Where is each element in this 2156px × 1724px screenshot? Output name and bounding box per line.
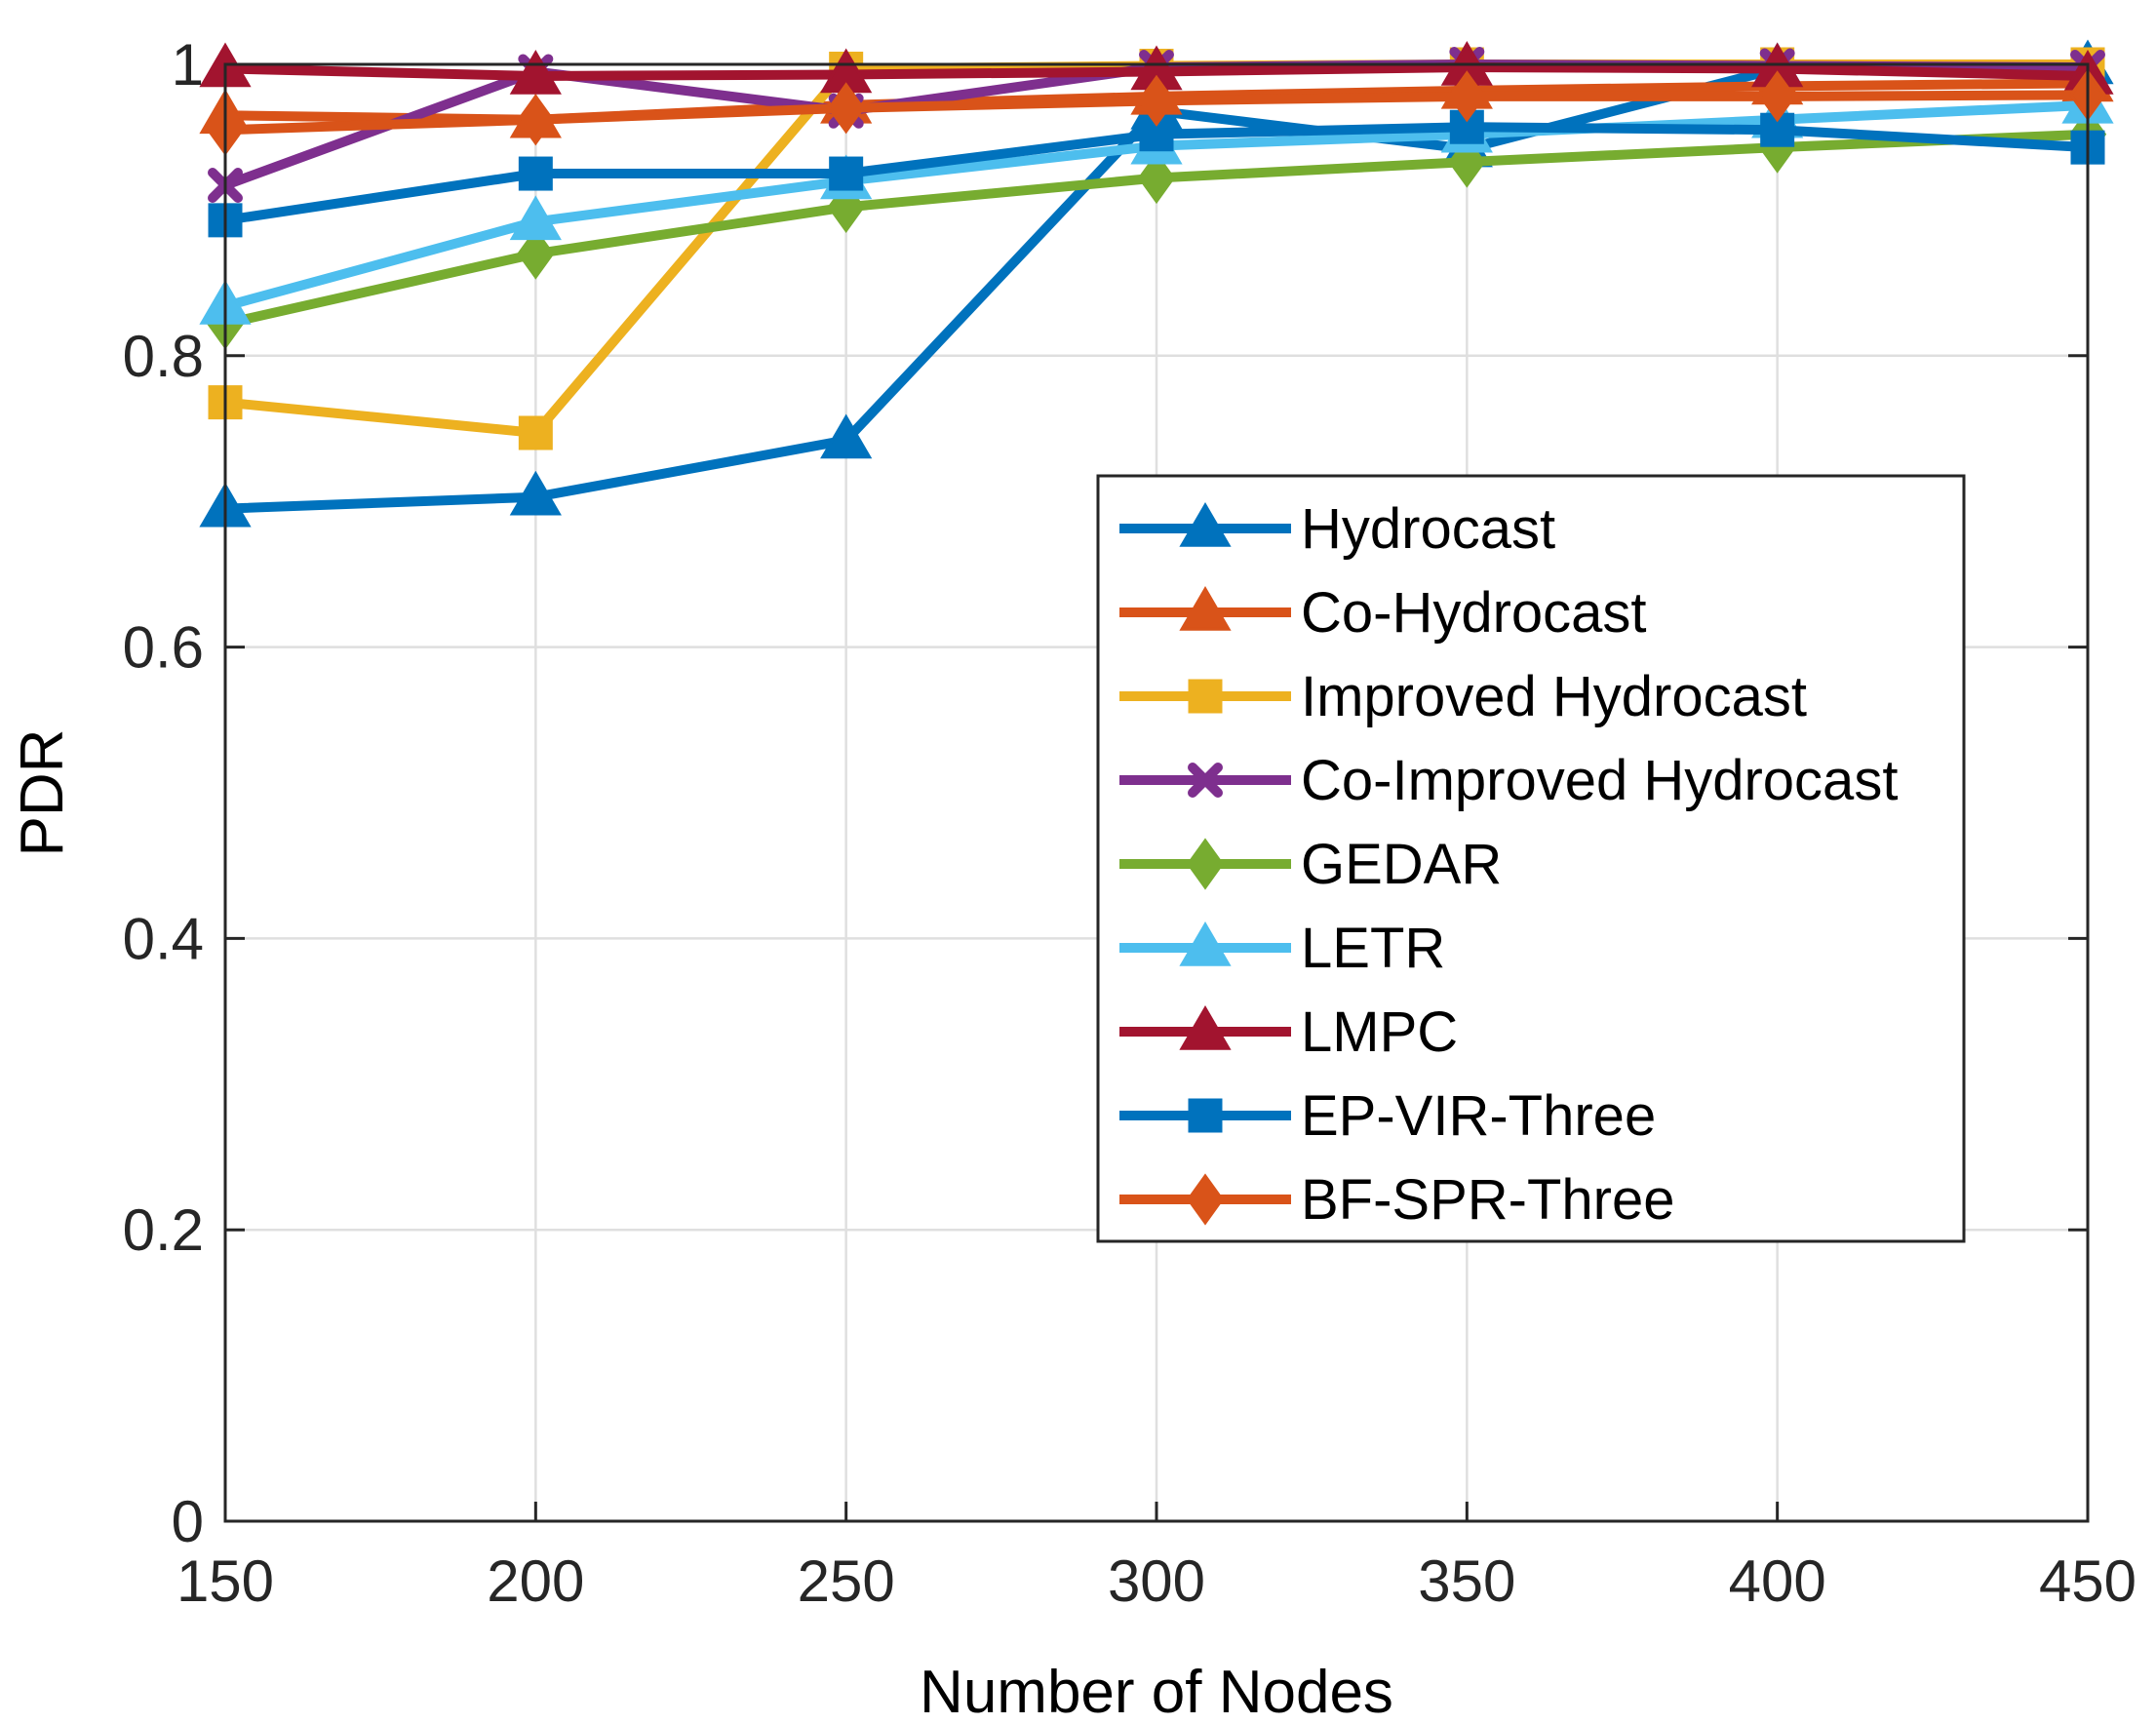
y-tick-label: 0: [172, 1489, 204, 1554]
tick-labels: 150 200 250 300 350 400 450 0 0.2 0.4 0.6 0.8 1: [123, 32, 2136, 1614]
legend-marker: [1179, 921, 1232, 966]
x-tick-label: 200: [487, 1548, 584, 1614]
x-tick-label: 250: [798, 1548, 895, 1614]
legend-label: Co-Hydrocast: [1301, 581, 1647, 645]
data-point-gedar: [517, 227, 555, 280]
x-tick-label: 350: [1418, 1548, 1515, 1614]
y-tick-label: 0.2: [123, 1197, 204, 1263]
legend-entry-letr: LETR: [1119, 917, 1445, 980]
data-point-letr: [509, 195, 562, 241]
data-point-ep-vir-three: [829, 156, 864, 191]
legend-entry-ep-vir-three: EP-VIR-Three: [1119, 1084, 1656, 1148]
legend-entry-gedar: GEDAR: [1119, 833, 1502, 896]
data-point-hydrocast: [509, 470, 562, 516]
data-point-bf-spr-three: [1448, 70, 1486, 123]
legend-entry-lmpc: LMPC: [1119, 1000, 1458, 1064]
legend-entry-co-improved-hydrocast: Co-Improved Hydrocast: [1119, 749, 1898, 812]
data-point-bf-spr-three: [1758, 70, 1796, 123]
y-tick-label: 0.6: [123, 615, 204, 681]
legend-label: Hydrocast: [1301, 497, 1555, 561]
legend-entry-hydrocast: Hydrocast: [1119, 497, 1555, 561]
y-tick-label: 0.8: [123, 324, 204, 389]
x-tick-label: 400: [1729, 1548, 1826, 1614]
legend-entry-improved-hydrocast: Improved Hydrocast: [1119, 665, 1807, 728]
legend-label: EP-VIR-Three: [1301, 1084, 1656, 1148]
y-tick-label: 0.4: [123, 906, 204, 971]
x-tick-label: 150: [176, 1548, 274, 1614]
axes-box: [223, 62, 2090, 1523]
legend-marker: [1188, 679, 1223, 714]
legend-marker: [1186, 1173, 1225, 1226]
legend-label: LETR: [1301, 917, 1445, 980]
legend-label: LMPC: [1301, 1000, 1458, 1064]
legend-label: Co-Improved Hydrocast: [1301, 749, 1898, 812]
legend-marker: [1179, 586, 1232, 631]
legend-marker: [1186, 838, 1225, 890]
data-point-bf-spr-three: [827, 82, 865, 135]
data-point-bf-spr-three: [517, 94, 555, 146]
x-tick-label: 450: [2039, 1548, 2136, 1614]
legend-label: Improved Hydrocast: [1301, 665, 1807, 728]
legend-marker: [1179, 502, 1232, 547]
legend-marker: [1179, 1005, 1232, 1050]
x-tick-label: 300: [1108, 1548, 1205, 1614]
legend-label: GEDAR: [1301, 833, 1502, 896]
y-axis-title: PDR: [9, 729, 76, 857]
data-point-lmpc: [509, 49, 562, 95]
data-point-improved-hydrocast: [518, 415, 553, 451]
data-point-gedar: [1137, 151, 1176, 205]
legend: Hydrocast Co-Hydrocast Improved Hydrocast C…: [1096, 474, 1966, 1243]
legend-entry-co-hydrocast: Co-Hydrocast: [1119, 581, 1647, 645]
legend-marker: [1188, 763, 1223, 798]
legend-marker: [1188, 1098, 1223, 1133]
legend-label: BF-SPR-Three: [1301, 1168, 1675, 1232]
y-tick-label: 1: [172, 32, 204, 98]
data-point-ep-vir-three: [518, 156, 553, 191]
data-point-bf-spr-three: [1137, 74, 1176, 127]
data-point-hydrocast: [820, 413, 873, 459]
legend-entry-bf-spr-three: BF-SPR-Three: [1119, 1168, 1675, 1232]
x-axis-title: Number of Nodes: [920, 1659, 1393, 1724]
